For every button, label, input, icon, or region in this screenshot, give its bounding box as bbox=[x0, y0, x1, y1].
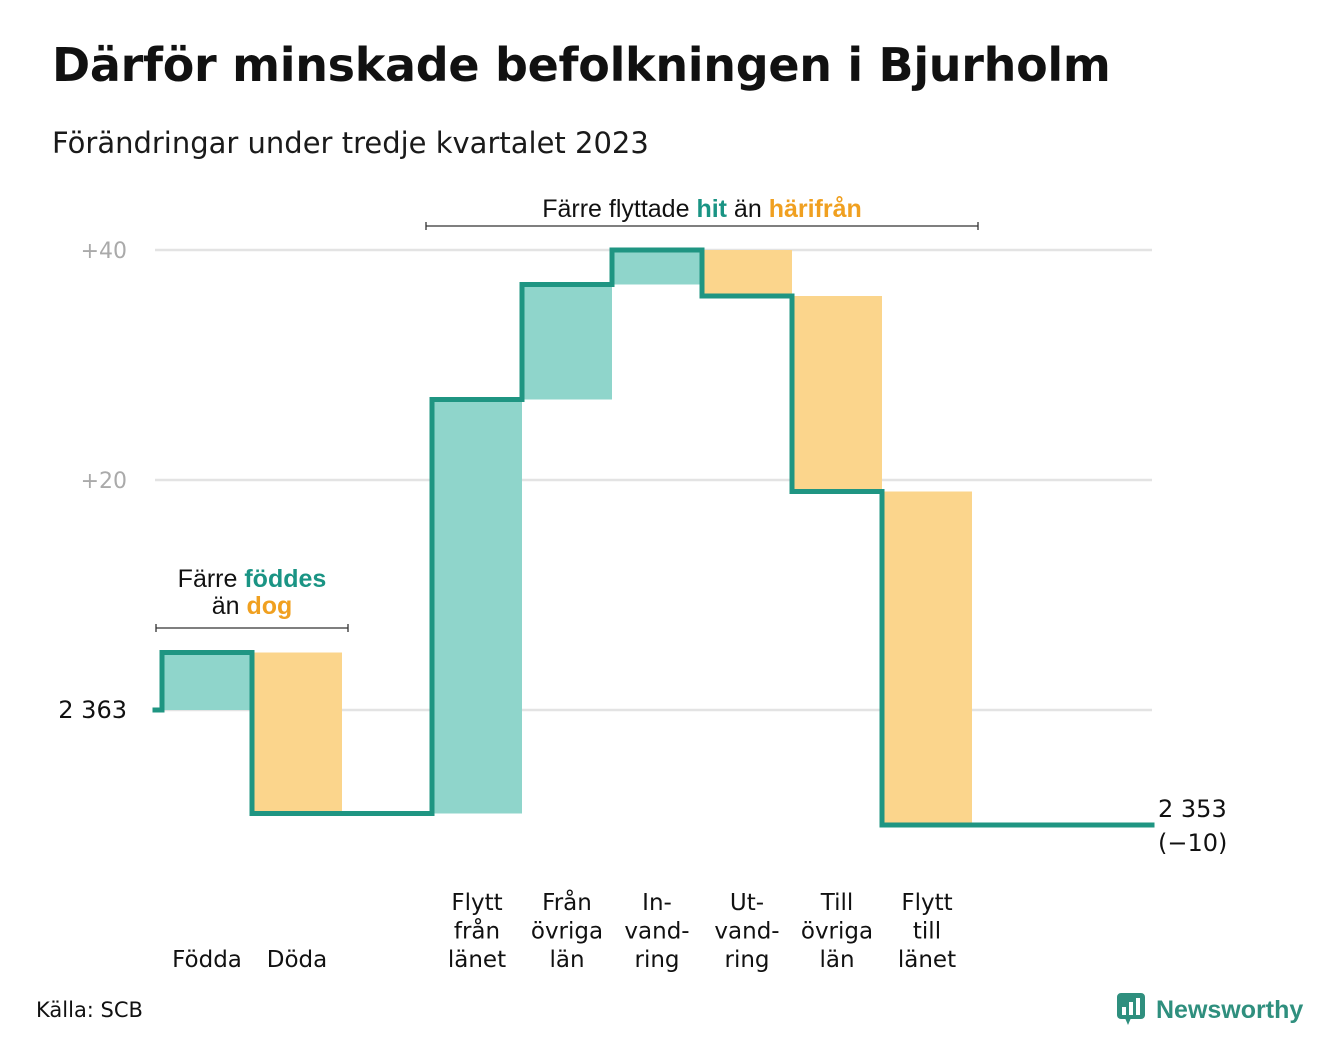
x-category-label-line: Flytt bbox=[451, 890, 502, 916]
x-category-label-line: ring bbox=[724, 947, 769, 973]
newsworthy-logo-text: Newsworthy bbox=[1156, 995, 1304, 1024]
annotation-text-plain: än bbox=[212, 592, 247, 620]
x-category-label-line: till bbox=[913, 919, 941, 945]
x-category-label-line: övriga bbox=[801, 919, 873, 945]
newsworthy-logo: Newsworthy bbox=[1116, 992, 1303, 1028]
bar-från-övriga-län bbox=[522, 284, 612, 400]
annotation-text-teal: föddes bbox=[244, 565, 326, 593]
annotation-text-plain: Färre flyttade bbox=[542, 195, 696, 223]
bar-till-övriga-län bbox=[792, 296, 882, 492]
bar-flytt-från-länet bbox=[432, 399, 522, 814]
x-category-label: Till övriga län bbox=[801, 890, 873, 973]
annotation-text: Färre flyttade hit än härifrån bbox=[542, 195, 862, 223]
x-category-label-line: In- bbox=[642, 890, 672, 916]
x-category-label-line: Till bbox=[820, 890, 854, 916]
x-category-label-line: länet bbox=[448, 947, 506, 973]
x-category-label: Döda bbox=[267, 947, 327, 973]
x-category-label-line: Födda bbox=[172, 947, 242, 973]
annotation-text-orange: härifrån bbox=[769, 195, 862, 223]
x-category-label-line: Döda bbox=[267, 947, 327, 973]
x-category-label: Från övriga län bbox=[531, 888, 603, 973]
bar-in-vand-ring bbox=[612, 250, 702, 285]
x-category-label-line: Ut- bbox=[730, 890, 764, 916]
x-category-label-line: län bbox=[549, 947, 584, 973]
newsworthy-logo-icon bbox=[1117, 993, 1145, 1025]
source-note: Källa: SCB bbox=[36, 998, 143, 1022]
x-category-label: Flytt till länet bbox=[898, 890, 956, 973]
x-category-label-line: vand- bbox=[624, 919, 689, 945]
annotation-text: Färre föddes bbox=[178, 565, 327, 593]
start-value-label: 2 363 bbox=[58, 696, 127, 724]
chart-title: Därför minskade befolkningen i Bjurholm bbox=[52, 38, 1111, 92]
bar-ut-vand-ring bbox=[702, 250, 792, 296]
bar-födda bbox=[162, 652, 252, 710]
x-category-label: Flytt från länet bbox=[448, 890, 506, 973]
end-value-label: 2 353 bbox=[1158, 795, 1227, 823]
x-category-label: In-vand-ring bbox=[624, 890, 689, 973]
annotation-text-teal: hit bbox=[696, 195, 727, 223]
x-category-label-line: vand- bbox=[714, 919, 779, 945]
x-category-label-line: övriga bbox=[531, 919, 603, 945]
x-category-label-line: från bbox=[454, 917, 500, 945]
x-category-label-line: Från bbox=[542, 888, 592, 916]
x-category-label-line: Flytt bbox=[901, 890, 952, 916]
annotation-text-plain: än bbox=[727, 195, 769, 223]
x-category-label-line: ring bbox=[634, 947, 679, 973]
x-category-label: Födda bbox=[172, 947, 242, 973]
annotation-text-orange: dog bbox=[246, 592, 292, 620]
x-category-label-line: län bbox=[819, 947, 854, 973]
annotation-text-plain: Färre bbox=[178, 565, 245, 593]
y-tick-label: +40 bbox=[81, 239, 127, 264]
cumulative-step-line bbox=[152, 247, 1155, 828]
bar-döda bbox=[252, 652, 342, 814]
y-tick-label: +20 bbox=[81, 469, 127, 494]
chart-subtitle: Förändringar under tredje kvartalet 2023 bbox=[52, 126, 649, 160]
annotation-text: än dog bbox=[212, 592, 293, 620]
x-category-label: Ut-vand-ring bbox=[714, 890, 779, 973]
end-change-label: (−10) bbox=[1158, 829, 1227, 857]
bar-flytt-till-länet bbox=[882, 491, 972, 825]
x-category-label-line: länet bbox=[898, 947, 956, 973]
